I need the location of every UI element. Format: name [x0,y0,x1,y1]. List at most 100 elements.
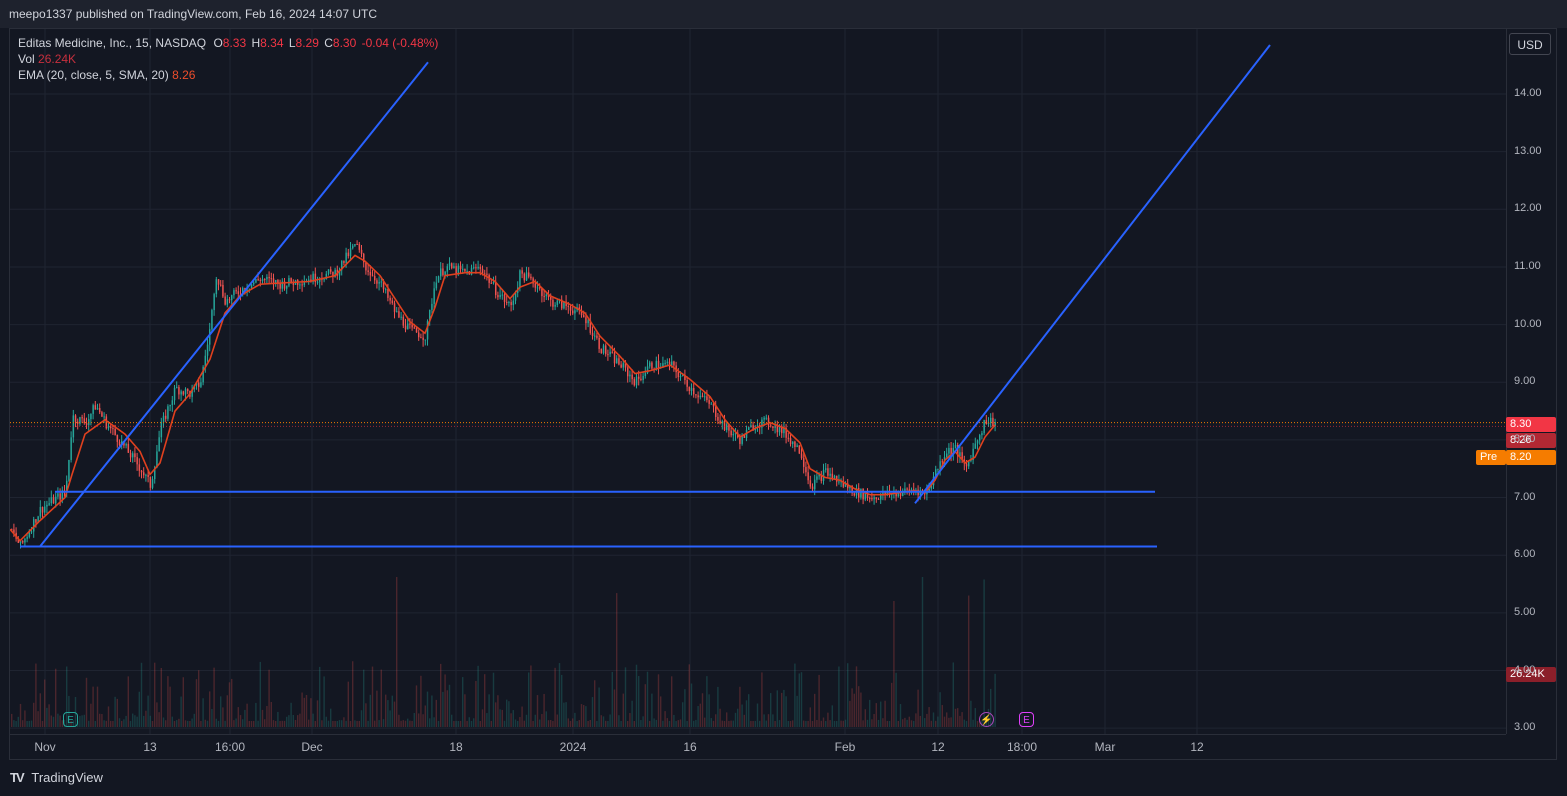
volume-bar [635,664,638,727]
currency-button[interactable]: USD [1509,33,1551,55]
candle-body [836,475,838,482]
volume-bar [59,715,61,727]
candle-body [935,469,937,477]
volume-bar [732,720,734,727]
candle-body [246,289,248,292]
volume-bar [686,720,688,727]
volume-bar [653,718,655,727]
candle-body [798,445,801,454]
volume-bar [664,711,666,727]
time-axis[interactable] [10,734,1506,760]
volume-bar [136,716,138,727]
symbol-name[interactable]: Editas Medicine, Inc., 15, NASDAQ [18,36,207,50]
volume-bar [745,700,748,727]
candle-body [74,415,77,422]
candle-body [642,375,644,380]
volume-bar [602,716,605,727]
volume-bar [176,720,178,727]
high-value: 8.34 [260,36,284,50]
candle-body [666,361,669,363]
candle-body [167,406,169,419]
volume-bar [754,720,756,727]
candle-body [222,284,224,297]
time-tick-label: 2024 [559,740,587,754]
price-tick-label: 7.00 [1514,490,1536,503]
open-label: O [213,36,223,50]
candle-body [565,301,567,307]
candle-body [473,267,475,269]
earnings-icon[interactable]: E [1019,712,1034,727]
candle-body [259,279,262,281]
earnings-icon[interactable]: E [63,712,78,727]
candle-body [838,481,840,483]
volume-bar [750,720,752,727]
candle-body [761,419,763,428]
candle-body [319,278,321,282]
volume-bar [646,671,649,727]
candle-body [536,287,539,289]
candle-body [715,406,717,417]
candle-body [869,497,871,499]
candle-body [341,260,343,271]
candle-body [583,315,585,318]
volume-bar [891,682,893,727]
candle-body [831,473,834,479]
candle-body [886,490,889,496]
volume-bar [785,696,787,727]
candle-body [569,306,572,311]
candle-body [664,362,666,364]
volume-bar [767,714,770,727]
volume-bar [770,693,772,727]
volume-bar [715,714,717,727]
volume-bar [811,720,814,727]
candle-body [272,278,275,285]
volume-bar [231,678,233,727]
candle-body [600,348,603,354]
candle-body [77,421,79,424]
volume-bar [721,720,723,727]
volume-bar [851,688,853,727]
volume-bar [418,713,420,727]
candle-body [968,461,970,467]
volume-bar [250,721,253,727]
price-chart[interactable] [10,29,1506,734]
candle-body [48,503,50,505]
volume-bar [248,721,250,727]
volume-bar [105,720,107,727]
volume-bar [39,693,41,727]
candle-body [574,310,576,314]
volume-bar [189,720,191,727]
volume-bar [83,714,85,727]
candle-body [699,395,702,398]
candle-body [279,283,281,289]
volume-bar [17,716,19,727]
volume-bar [255,702,257,727]
candle-body [750,425,752,428]
candle-body [701,395,704,397]
volume-bar [297,715,299,727]
candle-body [387,289,389,298]
candle-body [860,488,862,498]
volume-bar [492,672,495,727]
volume-bar [534,714,536,727]
price-axis[interactable] [1506,29,1557,734]
volume-bar [545,711,547,727]
dividend-icon[interactable]: ⚡ [979,712,994,727]
ema-label[interactable]: EMA (20, close, 5, SMA, 20) [18,68,169,82]
volume-bar [118,718,121,727]
candle-body [464,268,466,272]
volume-bar [952,662,954,727]
candle-body [627,367,629,377]
volume-bar [869,699,871,727]
volume-bar [994,673,996,727]
volume-label[interactable]: Vol [18,52,35,66]
volume-bar [371,666,374,727]
volume-bar [671,676,673,727]
trendline [39,61,429,548]
candle-body [286,285,288,289]
candle-body [204,355,207,367]
volume-bar [244,709,246,727]
volume-bar [631,700,633,727]
candle-body [877,498,880,500]
brand-name[interactable]: TradingView [31,770,103,785]
